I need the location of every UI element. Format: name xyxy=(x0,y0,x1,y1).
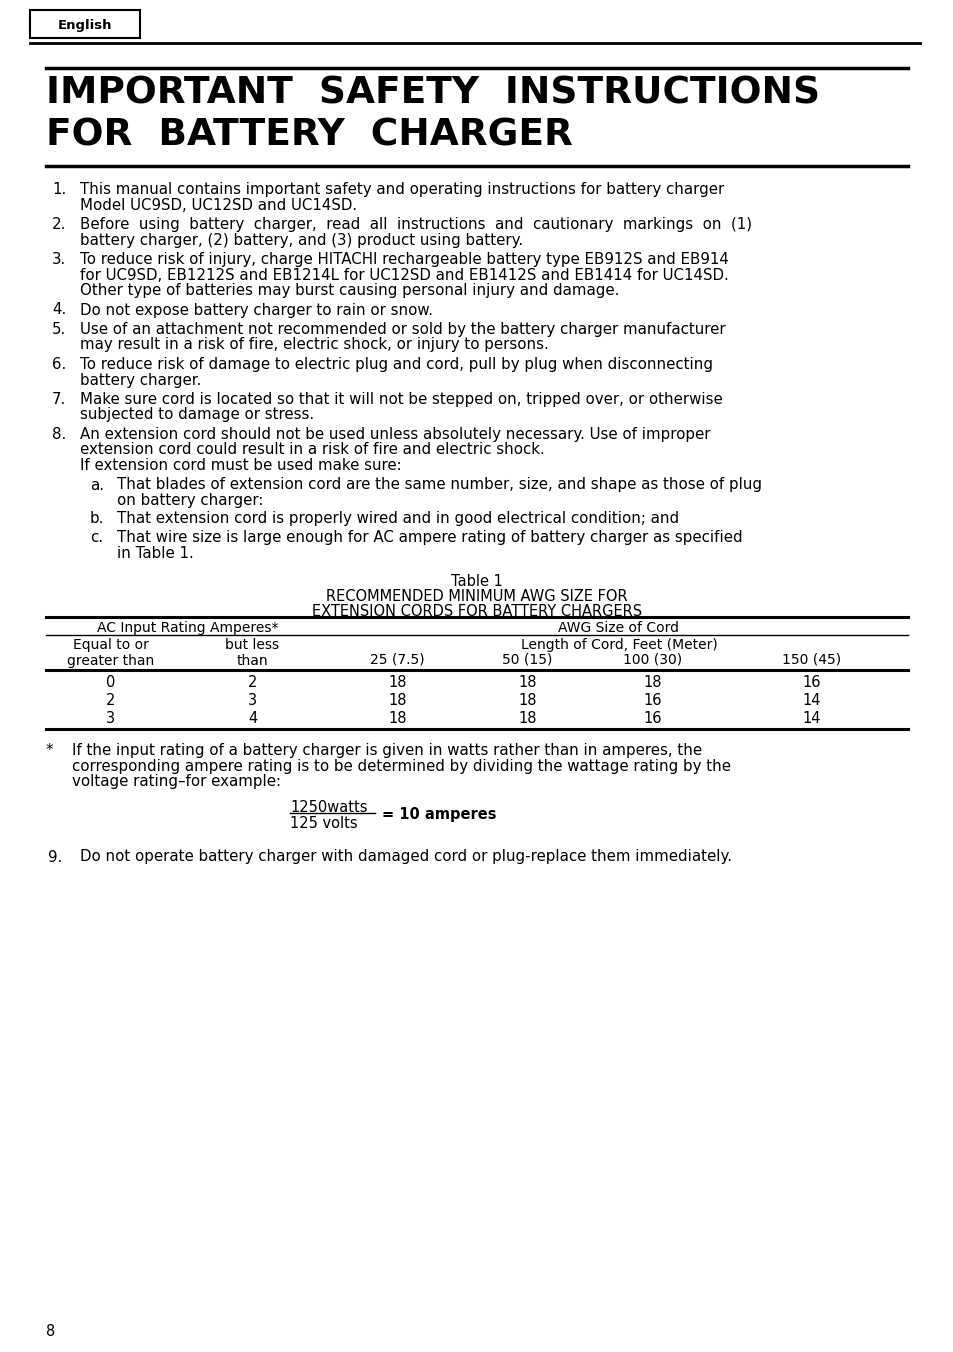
Text: battery charger.: battery charger. xyxy=(80,373,201,388)
Text: Equal to or
greater than: Equal to or greater than xyxy=(67,638,154,668)
Text: 3.: 3. xyxy=(52,251,66,266)
Text: 0: 0 xyxy=(106,675,115,690)
Text: FOR  BATTERY  CHARGER: FOR BATTERY CHARGER xyxy=(46,118,572,154)
Text: 2: 2 xyxy=(106,694,115,708)
Text: 1.: 1. xyxy=(52,183,66,197)
Text: a.: a. xyxy=(90,477,104,492)
Text: may result in a risk of fire, electric shock, or injury to persons.: may result in a risk of fire, electric s… xyxy=(80,338,548,353)
Text: AWG Size of Cord: AWG Size of Cord xyxy=(558,621,679,635)
Text: voltage rating–for example:: voltage rating–for example: xyxy=(71,773,281,790)
Text: 5.: 5. xyxy=(52,322,66,337)
Text: Do not expose battery charger to rain or snow.: Do not expose battery charger to rain or… xyxy=(80,303,433,318)
Text: Do not operate battery charger with damaged cord or plug-replace them immediatel: Do not operate battery charger with dama… xyxy=(80,849,731,864)
Text: That wire size is large enough for AC ampere rating of battery charger as specif: That wire size is large enough for AC am… xyxy=(117,530,741,545)
Text: corresponding ampere rating is to be determined by dividing the wattage rating b: corresponding ampere rating is to be det… xyxy=(71,758,730,773)
Text: 2.: 2. xyxy=(52,218,67,233)
Text: extension cord could result in a risk of fire and electric shock.: extension cord could result in a risk of… xyxy=(80,442,544,457)
Text: EXTENSION CORDS FOR BATTERY CHARGERS: EXTENSION CORDS FOR BATTERY CHARGERS xyxy=(312,604,641,619)
Text: 4.: 4. xyxy=(52,303,66,318)
Text: 4: 4 xyxy=(248,711,257,726)
Text: 7.: 7. xyxy=(52,392,66,407)
Text: 16: 16 xyxy=(801,675,820,690)
Text: Use of an attachment not recommended or sold by the battery charger manufacturer: Use of an attachment not recommended or … xyxy=(80,322,725,337)
Text: subjected to damage or stress.: subjected to damage or stress. xyxy=(80,407,314,422)
Text: 14: 14 xyxy=(801,694,820,708)
Text: To reduce risk of damage to electric plug and cord, pull by plug when disconnect: To reduce risk of damage to electric plu… xyxy=(80,357,712,372)
Text: 2: 2 xyxy=(248,675,257,690)
Text: 18: 18 xyxy=(388,711,406,726)
Text: To reduce risk of injury, charge HITACHI rechargeable battery type EB912S and EB: To reduce risk of injury, charge HITACHI… xyxy=(80,251,728,266)
Text: 16: 16 xyxy=(642,694,661,708)
Text: = 10 amperes: = 10 amperes xyxy=(381,807,496,822)
Text: RECOMMENDED MINIMUM AWG SIZE FOR: RECOMMENDED MINIMUM AWG SIZE FOR xyxy=(326,589,627,604)
Text: Make sure cord is located so that it will not be stepped on, tripped over, or ot: Make sure cord is located so that it wil… xyxy=(80,392,722,407)
Text: 9.: 9. xyxy=(48,849,62,864)
Text: If extension cord must be used make sure:: If extension cord must be used make sure… xyxy=(80,458,401,473)
Text: in Table 1.: in Table 1. xyxy=(117,545,193,561)
Text: *: * xyxy=(46,744,53,758)
Text: Length of Cord, Feet (Meter): Length of Cord, Feet (Meter) xyxy=(520,638,717,652)
Text: 100 (30): 100 (30) xyxy=(622,653,681,667)
Text: 18: 18 xyxy=(517,694,537,708)
Text: on battery charger:: on battery charger: xyxy=(117,493,263,508)
Text: 125 volts: 125 volts xyxy=(290,815,357,830)
Text: Model UC9SD, UC12SD and UC14SD.: Model UC9SD, UC12SD and UC14SD. xyxy=(80,197,356,212)
Text: 25 (7.5): 25 (7.5) xyxy=(370,653,424,667)
Text: 8: 8 xyxy=(46,1324,55,1338)
Text: 50 (15): 50 (15) xyxy=(502,653,552,667)
Text: c.: c. xyxy=(90,530,103,545)
Text: 16: 16 xyxy=(642,711,661,726)
Text: If the input rating of a battery charger is given in watts rather than in ampere: If the input rating of a battery charger… xyxy=(71,744,701,758)
Text: Table 1: Table 1 xyxy=(451,575,502,589)
Text: 14: 14 xyxy=(801,711,820,726)
Text: Other type of batteries may burst causing personal injury and damage.: Other type of batteries may burst causin… xyxy=(80,283,618,297)
Text: IMPORTANT  SAFETY  INSTRUCTIONS: IMPORTANT SAFETY INSTRUCTIONS xyxy=(46,74,820,111)
Text: English: English xyxy=(58,19,112,32)
Text: 18: 18 xyxy=(517,711,537,726)
Text: Before  using  battery  charger,  read  all  instructions  and  cautionary  mark: Before using battery charger, read all i… xyxy=(80,218,751,233)
Text: 18: 18 xyxy=(388,675,406,690)
Text: 18: 18 xyxy=(517,675,537,690)
Text: 6.: 6. xyxy=(52,357,66,372)
Text: That extension cord is properly wired and in good electrical condition; and: That extension cord is properly wired an… xyxy=(117,511,679,526)
Text: 3: 3 xyxy=(248,694,256,708)
Text: That blades of extension cord are the same number, size, and shape as those of p: That blades of extension cord are the sa… xyxy=(117,477,761,492)
Text: An extension cord should not be used unless absolutely necessary. Use of imprope: An extension cord should not be used unl… xyxy=(80,427,710,442)
Text: 150 (45): 150 (45) xyxy=(781,653,841,667)
Text: 3: 3 xyxy=(106,711,115,726)
Text: for UC9SD, EB1212S and EB1214L for UC12SD and EB1412S and EB1414 for UC14SD.: for UC9SD, EB1212S and EB1214L for UC12S… xyxy=(80,268,728,283)
Text: 18: 18 xyxy=(388,694,406,708)
Text: battery charger, (2) battery, and (3) product using battery.: battery charger, (2) battery, and (3) pr… xyxy=(80,233,522,247)
Text: This manual contains important safety and operating instructions for battery cha: This manual contains important safety an… xyxy=(80,183,723,197)
Text: 18: 18 xyxy=(642,675,661,690)
Text: but less
than: but less than xyxy=(225,638,279,668)
Text: b.: b. xyxy=(90,511,104,526)
Text: AC Input Rating Amperes*: AC Input Rating Amperes* xyxy=(97,621,278,635)
Text: 8.: 8. xyxy=(52,427,66,442)
Text: 1250watts: 1250watts xyxy=(290,799,367,814)
